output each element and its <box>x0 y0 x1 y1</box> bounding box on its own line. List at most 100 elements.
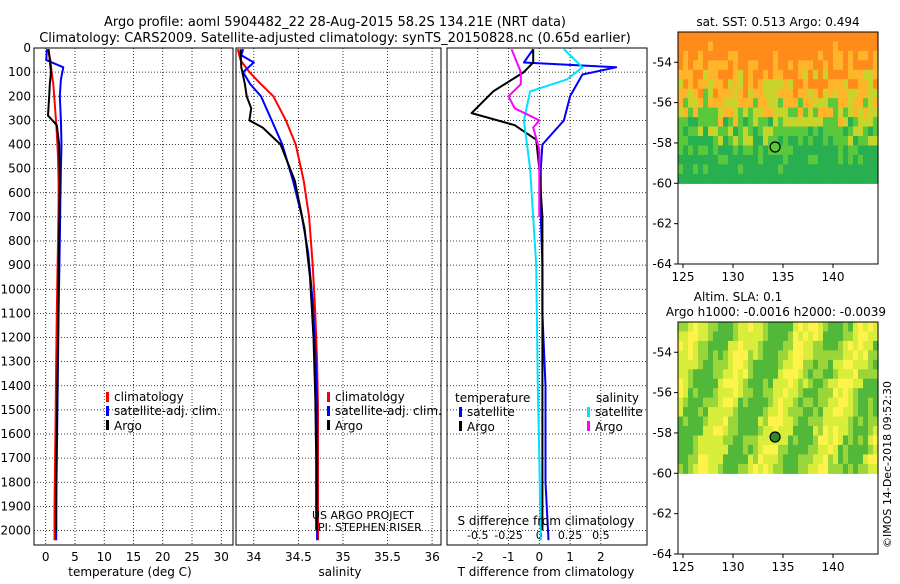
map-cell <box>838 117 844 128</box>
map-cell <box>758 98 764 109</box>
salinity-grid <box>236 47 441 545</box>
depth-tick-label: 1000 <box>0 282 31 296</box>
depth-tick-label: 1600 <box>0 427 31 441</box>
map-cell <box>798 397 804 408</box>
s-tick-label: 0.25 <box>558 529 583 542</box>
map-cell <box>723 340 729 351</box>
map-cell <box>698 69 704 80</box>
map-cell <box>713 416 719 427</box>
map-cell <box>738 164 744 175</box>
map-cell <box>793 145 799 156</box>
map-cell <box>783 331 789 342</box>
map-cell <box>713 444 719 455</box>
map-cell <box>793 88 799 99</box>
x-tick-label: 5 <box>71 550 79 564</box>
map-cell <box>853 173 859 184</box>
series-line-t-argo <box>470 49 544 531</box>
map-cell <box>873 378 879 389</box>
map-cell <box>828 444 834 455</box>
map-cell <box>723 426 729 437</box>
map-cell <box>853 322 859 333</box>
map-cell <box>688 444 694 455</box>
map-cell <box>768 32 774 43</box>
map-cell <box>853 136 859 147</box>
pi-annotation: PI: STEPHEN RISER <box>318 521 422 534</box>
map-cell <box>723 322 729 333</box>
map-cell <box>738 359 744 370</box>
map-cell <box>828 388 834 399</box>
map-cell <box>848 154 854 165</box>
map-cell <box>743 145 749 156</box>
map-cell <box>728 416 734 427</box>
map-cell <box>703 32 709 43</box>
map-cell <box>838 454 844 465</box>
map-cell <box>768 397 774 408</box>
map-xtick-label: 125 <box>672 270 695 284</box>
map-cell <box>788 397 794 408</box>
map-cell <box>808 98 814 109</box>
map-cell <box>683 136 689 147</box>
map-cell <box>718 69 724 80</box>
map-cell <box>708 69 714 80</box>
temperature-xlabel: temperature (deg C) <box>68 565 191 579</box>
map-cell <box>803 397 809 408</box>
map-cell <box>698 60 704 71</box>
map-cell <box>798 60 804 71</box>
map-cell <box>733 444 739 455</box>
map-cell <box>763 126 769 137</box>
map-cell <box>838 107 844 118</box>
map-cell <box>828 88 834 99</box>
map-cell <box>863 117 869 128</box>
map-cell <box>753 126 759 137</box>
map-cell <box>848 98 854 109</box>
map-cell <box>683 359 689 370</box>
map-ytick-label: -54 <box>652 345 672 359</box>
map-cell <box>693 32 699 43</box>
map-cell <box>848 435 854 446</box>
map-cell <box>763 454 769 465</box>
map-cell <box>843 463 849 474</box>
map-cell <box>703 164 709 175</box>
map-cell <box>818 79 824 90</box>
map-cell <box>773 340 779 351</box>
map-cell <box>693 88 699 99</box>
map-cell <box>848 340 854 351</box>
map-cell <box>828 426 834 437</box>
map-cell <box>743 98 749 109</box>
map-cell <box>748 463 754 474</box>
map-cell <box>733 426 739 437</box>
map-cell <box>733 136 739 147</box>
map-cell <box>808 388 814 399</box>
map-cell <box>868 79 874 90</box>
map-cell <box>768 107 774 118</box>
map-cell <box>868 164 874 175</box>
map-cell <box>833 41 839 52</box>
map-cell <box>733 359 739 370</box>
map-cell <box>793 107 799 118</box>
map-cell <box>683 145 689 156</box>
map-cell <box>683 397 689 408</box>
map-cell <box>708 378 714 389</box>
map-cell <box>813 369 819 380</box>
map-cell <box>858 136 864 147</box>
map-cell <box>693 407 699 418</box>
map-cell <box>873 88 879 99</box>
map-cell <box>698 426 704 437</box>
map-cell <box>823 369 829 380</box>
map-cell <box>768 88 774 99</box>
map-cell <box>708 407 714 418</box>
map-cell <box>813 426 819 437</box>
map-xtick-label: 135 <box>772 560 795 574</box>
map-cell <box>693 454 699 465</box>
map-cell <box>838 88 844 99</box>
map-cell <box>858 407 864 418</box>
map-cell <box>848 164 854 175</box>
map-cell <box>693 369 699 380</box>
map-cell <box>703 69 709 80</box>
map-cell <box>773 41 779 52</box>
map-cell <box>718 50 724 61</box>
map-cell <box>828 435 834 446</box>
map-cell <box>703 154 709 165</box>
map-cell <box>703 378 709 389</box>
map-cell <box>763 397 769 408</box>
